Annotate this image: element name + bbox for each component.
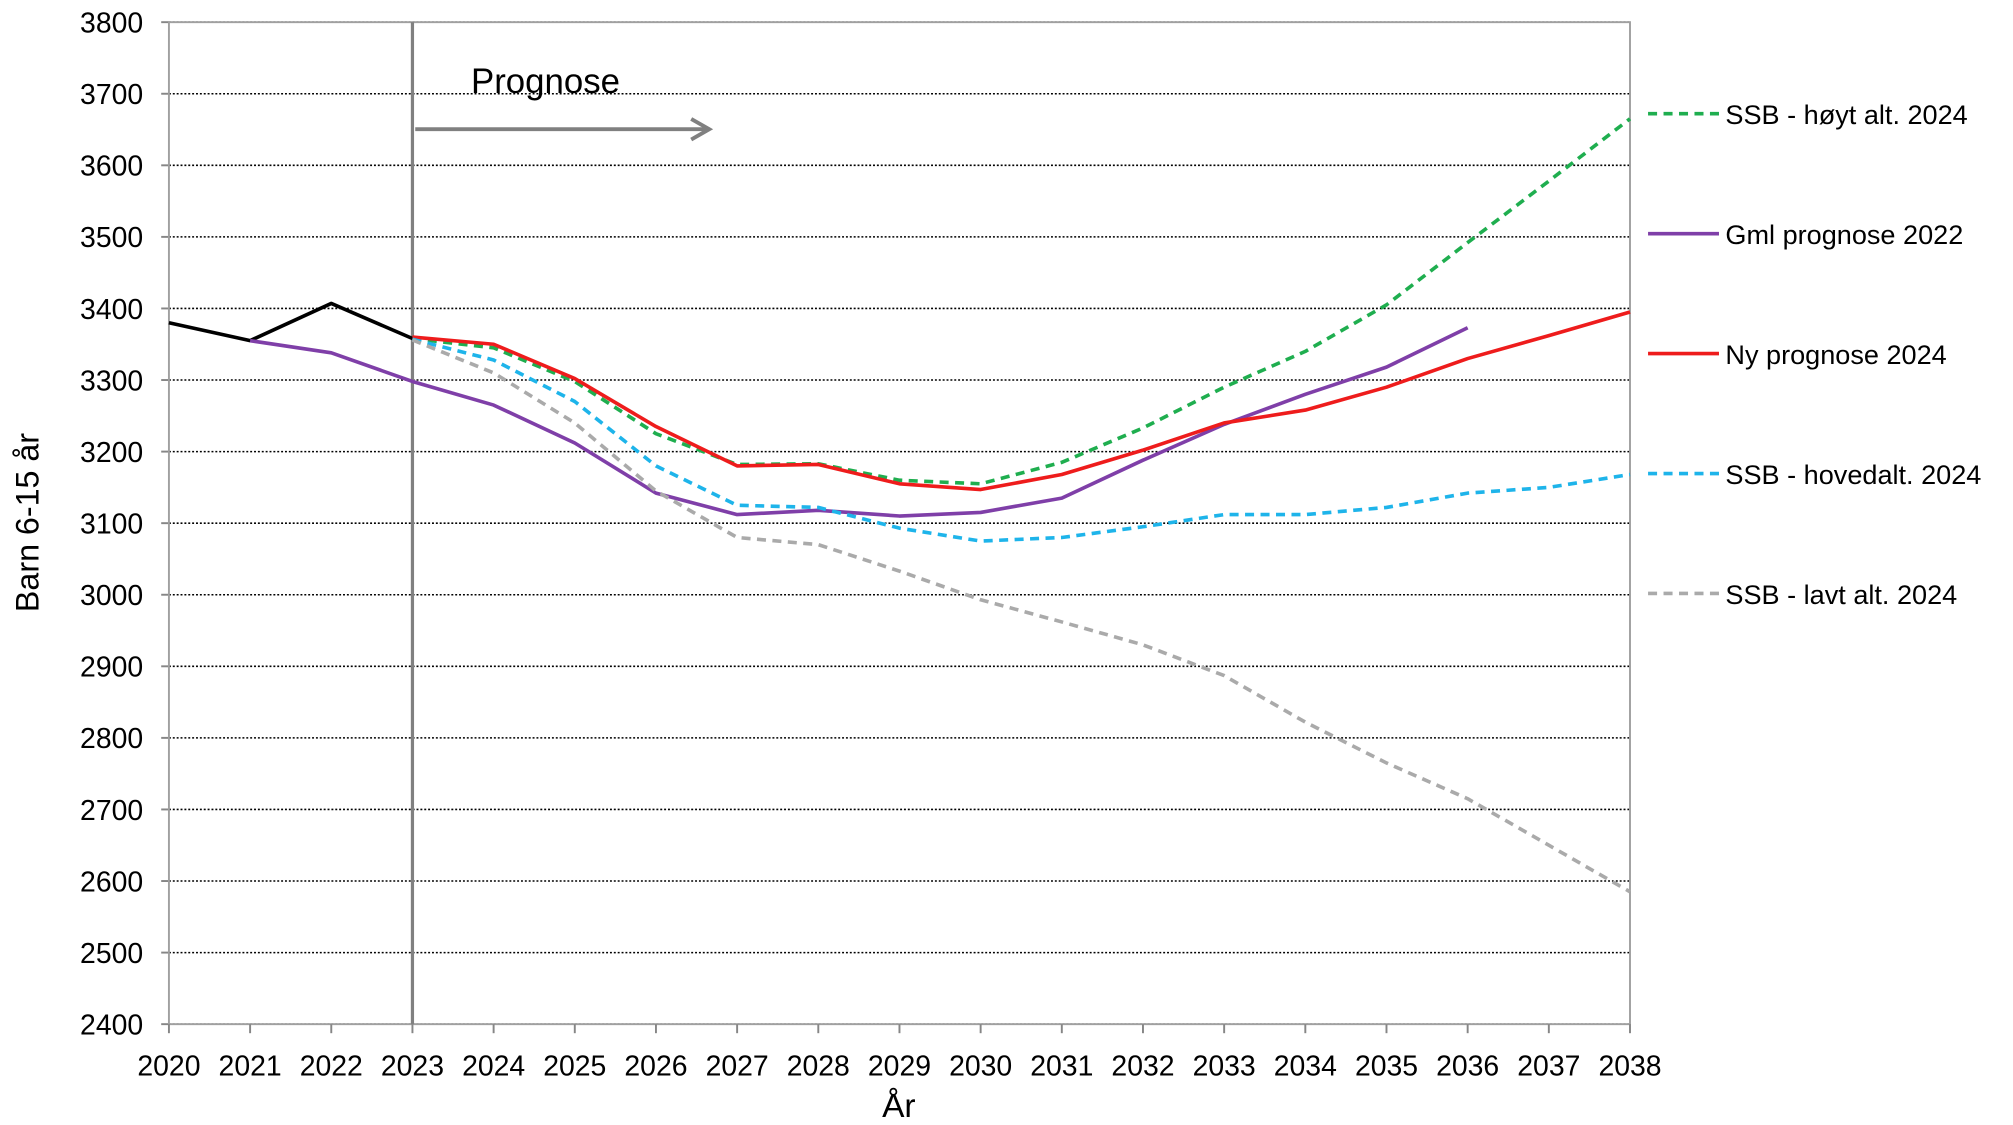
x-tick-label: 2026 — [624, 1051, 687, 1083]
x-tick-label: 2025 — [543, 1051, 606, 1083]
x-tick-label: 2027 — [706, 1051, 769, 1083]
y-tick-label: 3300 — [80, 365, 143, 397]
x-tick-label: 2023 — [381, 1051, 444, 1083]
series-line — [412, 117, 1632, 486]
y-axis-title: Barn 6-15 år — [10, 433, 46, 612]
x-tick-label: 2029 — [868, 1051, 931, 1083]
series-line — [168, 301, 414, 343]
legend-label: SSB - hovedalt. 2024 — [1725, 459, 1981, 490]
y-tick-label: 2900 — [80, 652, 143, 684]
x-tick-label: 2028 — [787, 1051, 850, 1083]
x-tick-label: 2022 — [300, 1051, 363, 1083]
x-tick-label: 2034 — [1274, 1051, 1337, 1083]
y-tick-label: 2400 — [80, 1009, 143, 1041]
x-tick-label: 2032 — [1111, 1051, 1174, 1083]
y-tick-label: 3100 — [80, 508, 143, 540]
arrow-head — [690, 117, 714, 142]
y-tick-label: 3500 — [80, 222, 143, 254]
legend-label: SSB - høyt alt. 2024 — [1725, 99, 1967, 130]
x-tick-label: 2021 — [219, 1051, 282, 1083]
x-tick-label: 2031 — [1030, 1051, 1093, 1083]
series-line — [412, 310, 1631, 492]
x-tick-label: 2036 — [1436, 1051, 1499, 1083]
y-tick-label: 3200 — [80, 437, 143, 469]
y-tick-label: 2700 — [80, 795, 143, 827]
y-tick-label: 3800 — [80, 7, 143, 39]
series-line — [411, 338, 1631, 894]
legend-label: Gml prognose 2022 — [1725, 219, 1963, 250]
y-tick-label: 3000 — [80, 580, 143, 612]
x-tick-label: 2033 — [1193, 1051, 1256, 1083]
x-tick-label: 2038 — [1598, 1051, 1661, 1083]
y-tick-label: 3700 — [80, 79, 143, 111]
x-axis-title: År — [882, 1088, 916, 1125]
x-tick-label: 2024 — [462, 1051, 525, 1083]
x-tick-label: 2037 — [1517, 1051, 1580, 1083]
series-line — [249, 326, 1469, 518]
series-line — [411, 337, 1631, 543]
y-tick-label: 2600 — [80, 866, 143, 898]
annotation: Prognose — [471, 62, 620, 101]
y-tick-label: 2500 — [80, 938, 143, 970]
x-tick-label: 2020 — [137, 1051, 200, 1083]
y-tick-label: 3600 — [80, 151, 143, 183]
y-tick-label: 2800 — [80, 723, 143, 755]
x-tick-label: 2035 — [1355, 1051, 1418, 1083]
legend-label: Ny prognose 2024 — [1725, 339, 1946, 370]
y-tick-label: 3400 — [80, 294, 143, 326]
legend-label: SSB - lavt alt. 2024 — [1725, 579, 1957, 610]
x-tick-label: 2030 — [949, 1051, 1012, 1083]
